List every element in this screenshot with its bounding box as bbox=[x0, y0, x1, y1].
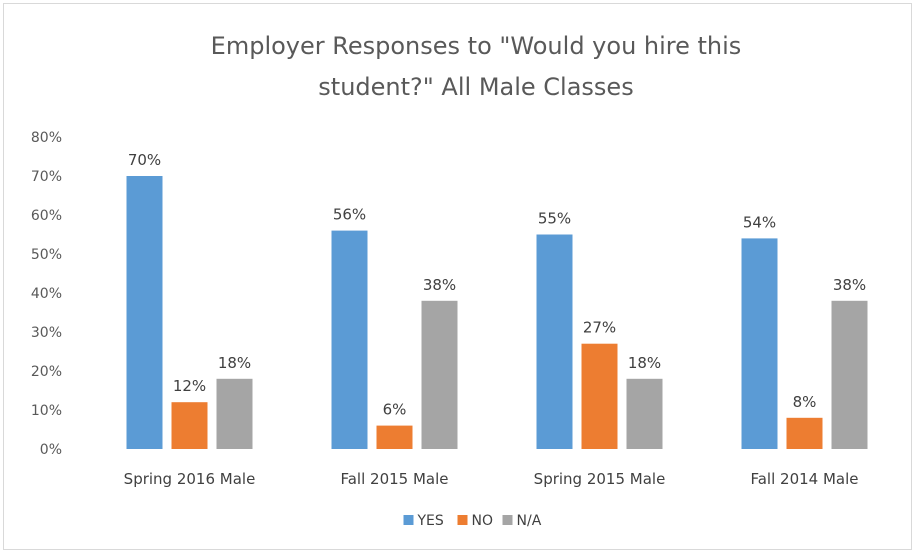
data-label: 18% bbox=[628, 354, 661, 372]
legend: YES NO N/A bbox=[403, 513, 542, 529]
data-label: 70% bbox=[128, 151, 161, 169]
chart-title: Employer Responses to "Would you hire th… bbox=[211, 32, 742, 101]
y-tick-label: 70% bbox=[31, 169, 62, 185]
bar-no-2 bbox=[376, 425, 413, 449]
data-label: 55% bbox=[538, 210, 571, 228]
data-label: 38% bbox=[833, 276, 866, 294]
x-axis: Spring 2016 Male Fall 2015 Male Spring 201… bbox=[124, 470, 859, 488]
bar-no-1 bbox=[171, 402, 208, 449]
data-label: 38% bbox=[423, 276, 456, 294]
legend-swatch-yes bbox=[403, 515, 414, 525]
x-category-label: Fall 2015 Male bbox=[340, 470, 448, 488]
y-tick-label: 30% bbox=[31, 325, 62, 341]
bar-yes-4 bbox=[741, 238, 778, 449]
data-label: 54% bbox=[743, 213, 776, 231]
chart-title-line-2: student?" All Male Classes bbox=[318, 73, 633, 101]
y-tick-label: 50% bbox=[31, 247, 62, 263]
bars bbox=[126, 176, 868, 449]
bar-no-3 bbox=[581, 343, 618, 449]
y-tick-label: 80% bbox=[31, 130, 62, 146]
chart-title-line-1: Employer Responses to "Would you hire th… bbox=[211, 32, 742, 60]
data-label: 27% bbox=[583, 319, 616, 337]
y-axis: 0% 10% 20% 30% 40% 50% 60% 70% 80% bbox=[31, 130, 62, 458]
data-label: 12% bbox=[173, 377, 206, 395]
bar-na-4 bbox=[831, 300, 868, 449]
data-labels: 70% 12% 18% 56% 6% 38% 55% 27% 18% 54% 8% 38% bbox=[128, 151, 866, 419]
x-category-label: Spring 2016 Male bbox=[124, 470, 256, 488]
x-category-label: Spring 2015 Male bbox=[534, 470, 666, 488]
bar-na-3 bbox=[626, 378, 663, 449]
legend-swatch-na bbox=[502, 515, 513, 525]
x-category-label: Fall 2014 Male bbox=[750, 470, 858, 488]
bar-yes-2 bbox=[331, 230, 368, 449]
y-tick-label: 40% bbox=[31, 286, 62, 302]
bar-na-1 bbox=[216, 378, 253, 449]
legend-label: N/A bbox=[517, 513, 542, 529]
y-tick-label: 20% bbox=[31, 364, 62, 380]
data-label: 18% bbox=[218, 354, 251, 372]
data-label: 6% bbox=[383, 401, 407, 419]
data-label: 8% bbox=[793, 393, 817, 411]
legend-label: NO bbox=[472, 513, 494, 529]
legend-label: YES bbox=[417, 513, 444, 529]
bar-yes-3 bbox=[536, 234, 573, 449]
y-tick-label: 10% bbox=[31, 403, 62, 419]
bar-na-2 bbox=[421, 300, 458, 449]
legend-swatch-no bbox=[457, 515, 468, 525]
y-tick-label: 60% bbox=[31, 208, 62, 224]
chart-frame: Employer Responses to "Would you hire th… bbox=[3, 3, 912, 550]
data-label: 56% bbox=[333, 206, 366, 224]
y-tick-label: 0% bbox=[40, 442, 62, 458]
bar-yes-1 bbox=[126, 176, 163, 449]
bar-no-4 bbox=[786, 417, 823, 449]
bar-chart: Employer Responses to "Would you hire th… bbox=[31, 32, 868, 529]
